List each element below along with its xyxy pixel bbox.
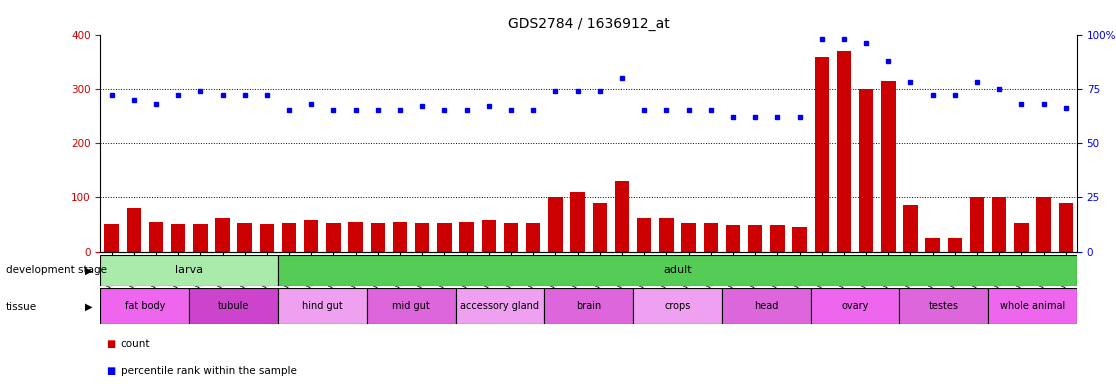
Text: tissue: tissue [6,302,37,312]
Bar [722,288,810,324]
Bar [278,255,1077,286]
Bar [348,222,363,252]
Bar [437,223,452,252]
Bar [899,288,988,324]
Text: ovary: ovary [841,301,868,311]
Bar [1037,197,1051,252]
Bar [593,203,607,252]
Title: GDS2784 / 1636912_at: GDS2784 / 1636912_at [508,17,670,31]
Bar [326,223,340,252]
Text: whole animal: whole animal [1000,301,1065,311]
Bar [682,223,695,252]
Bar [367,288,455,324]
Bar [660,218,674,252]
Bar [770,225,785,252]
Bar [859,89,874,252]
Text: ▶: ▶ [85,265,93,275]
Bar [570,192,585,252]
Bar [148,222,163,252]
Bar [503,223,518,252]
Bar [104,224,118,252]
Bar [238,223,252,252]
Bar [637,218,652,252]
Bar [545,288,633,324]
Bar [278,288,367,324]
Bar [815,57,829,252]
Bar [455,288,545,324]
Text: tubule: tubule [218,301,249,311]
Bar [548,197,562,252]
Bar [215,218,230,252]
Bar [615,181,629,252]
Bar [460,222,474,252]
Text: crops: crops [664,301,691,311]
Bar [837,51,852,252]
Bar [988,288,1077,324]
Bar [304,220,318,252]
Bar [371,223,385,252]
Bar [260,224,275,252]
Text: hind gut: hind gut [302,301,343,311]
Bar [126,208,141,252]
Bar [100,255,278,286]
Bar [193,224,208,252]
Bar [792,227,807,252]
Bar [1059,203,1074,252]
Text: ■: ■ [106,366,115,376]
Text: fat body: fat body [125,301,165,311]
Text: larva: larva [175,265,203,275]
Text: mid gut: mid gut [392,301,430,311]
Text: testes: testes [929,301,959,311]
Bar [810,288,899,324]
Bar [882,81,895,252]
Bar [1014,223,1029,252]
Text: ■: ■ [106,339,115,349]
Bar [903,205,917,252]
Text: development stage: development stage [6,265,107,275]
Bar [482,220,496,252]
Bar [100,288,190,324]
Bar [171,224,185,252]
Text: adult: adult [663,265,692,275]
Text: brain: brain [576,301,602,311]
Bar [190,288,278,324]
Bar [992,197,1007,252]
Bar [748,225,762,252]
Text: percentile rank within the sample: percentile rank within the sample [121,366,297,376]
Text: count: count [121,339,150,349]
Bar [282,223,296,252]
Text: accessory gland: accessory gland [461,301,539,311]
Bar [925,238,940,252]
Bar [970,197,984,252]
Bar [415,223,430,252]
Bar [526,223,540,252]
Text: ▶: ▶ [85,302,93,312]
Text: head: head [754,301,779,311]
Bar [725,225,740,252]
Bar [633,288,722,324]
Bar [393,222,407,252]
Bar [947,238,962,252]
Bar [703,223,718,252]
